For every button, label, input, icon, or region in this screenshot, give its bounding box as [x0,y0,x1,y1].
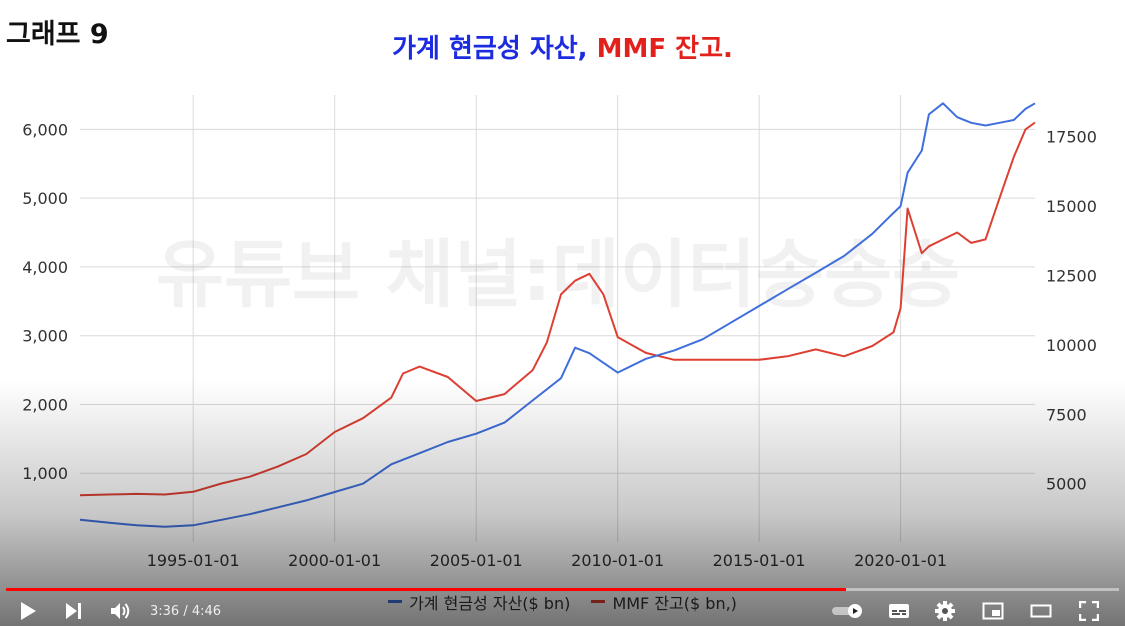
x-tick-label: 1995-01-01 [147,551,240,570]
page-label: 그래프 9 [6,19,109,50]
y-left-tick-label: 6,000 [22,120,68,139]
autoplay-toggle[interactable] [830,598,868,624]
miniplayer-icon [982,602,1004,620]
theater-icon [1030,604,1052,618]
y-left-tick-label: 1,000 [22,464,68,483]
y-left-tick-label: 4,000 [22,258,68,277]
y-right-tick-label: 7500 [1046,405,1087,424]
y-right-tick-label: 5000 [1046,475,1087,494]
line-chart: 1,000 2,000 3,000 4,000 5,000 6,000 5000 7500 10… [22,95,1097,570]
play-icon [21,602,36,620]
x-tick-label: 2020-01-01 [854,551,947,570]
theater-mode-button[interactable] [1026,598,1056,624]
x-tick-label: 2015-01-01 [713,551,806,570]
x-tick-label: 2010-01-01 [571,551,664,570]
y-left-tick-label: 5,000 [22,189,68,208]
x-tick-label: 2000-01-01 [288,551,381,570]
player-controls: 3:36 / 4:46 [0,596,1125,626]
y-right-tick-label: 17500 [1046,128,1097,147]
subtitles-icon [889,604,909,618]
fullscreen-button[interactable] [1074,598,1104,624]
chart-title: 가계 현금성 자산, MMF 잔고. [0,28,1125,65]
y-left-tick-label: 3,000 [22,327,68,346]
skip-next-icon [66,603,81,619]
miniplayer-button[interactable] [978,598,1008,624]
progress-fill [6,588,847,591]
volume-icon [111,603,130,619]
progress-bar[interactable] [6,588,1119,591]
play-button[interactable] [14,598,42,624]
fullscreen-icon [1079,601,1099,621]
volume-button[interactable] [106,598,136,624]
autoplay-icon [832,604,862,618]
chart-title-part-blue: 가계 현금성 자산, [392,34,588,64]
gear-icon [935,601,955,621]
x-tick-label: 2005-01-01 [430,551,523,570]
time-display: 3:36 / 4:46 [150,604,222,619]
next-button[interactable] [60,598,88,624]
y-right-tick-label: 10000 [1046,336,1097,355]
subtitles-button[interactable] [884,598,914,624]
settings-button[interactable] [930,598,960,624]
y-right-tick-label: 12500 [1046,266,1097,285]
chart-title-part-red: MMF 잔고. [596,34,733,64]
y-right-tick-label: 15000 [1046,197,1097,216]
y-left-tick-label: 2,000 [22,395,68,414]
